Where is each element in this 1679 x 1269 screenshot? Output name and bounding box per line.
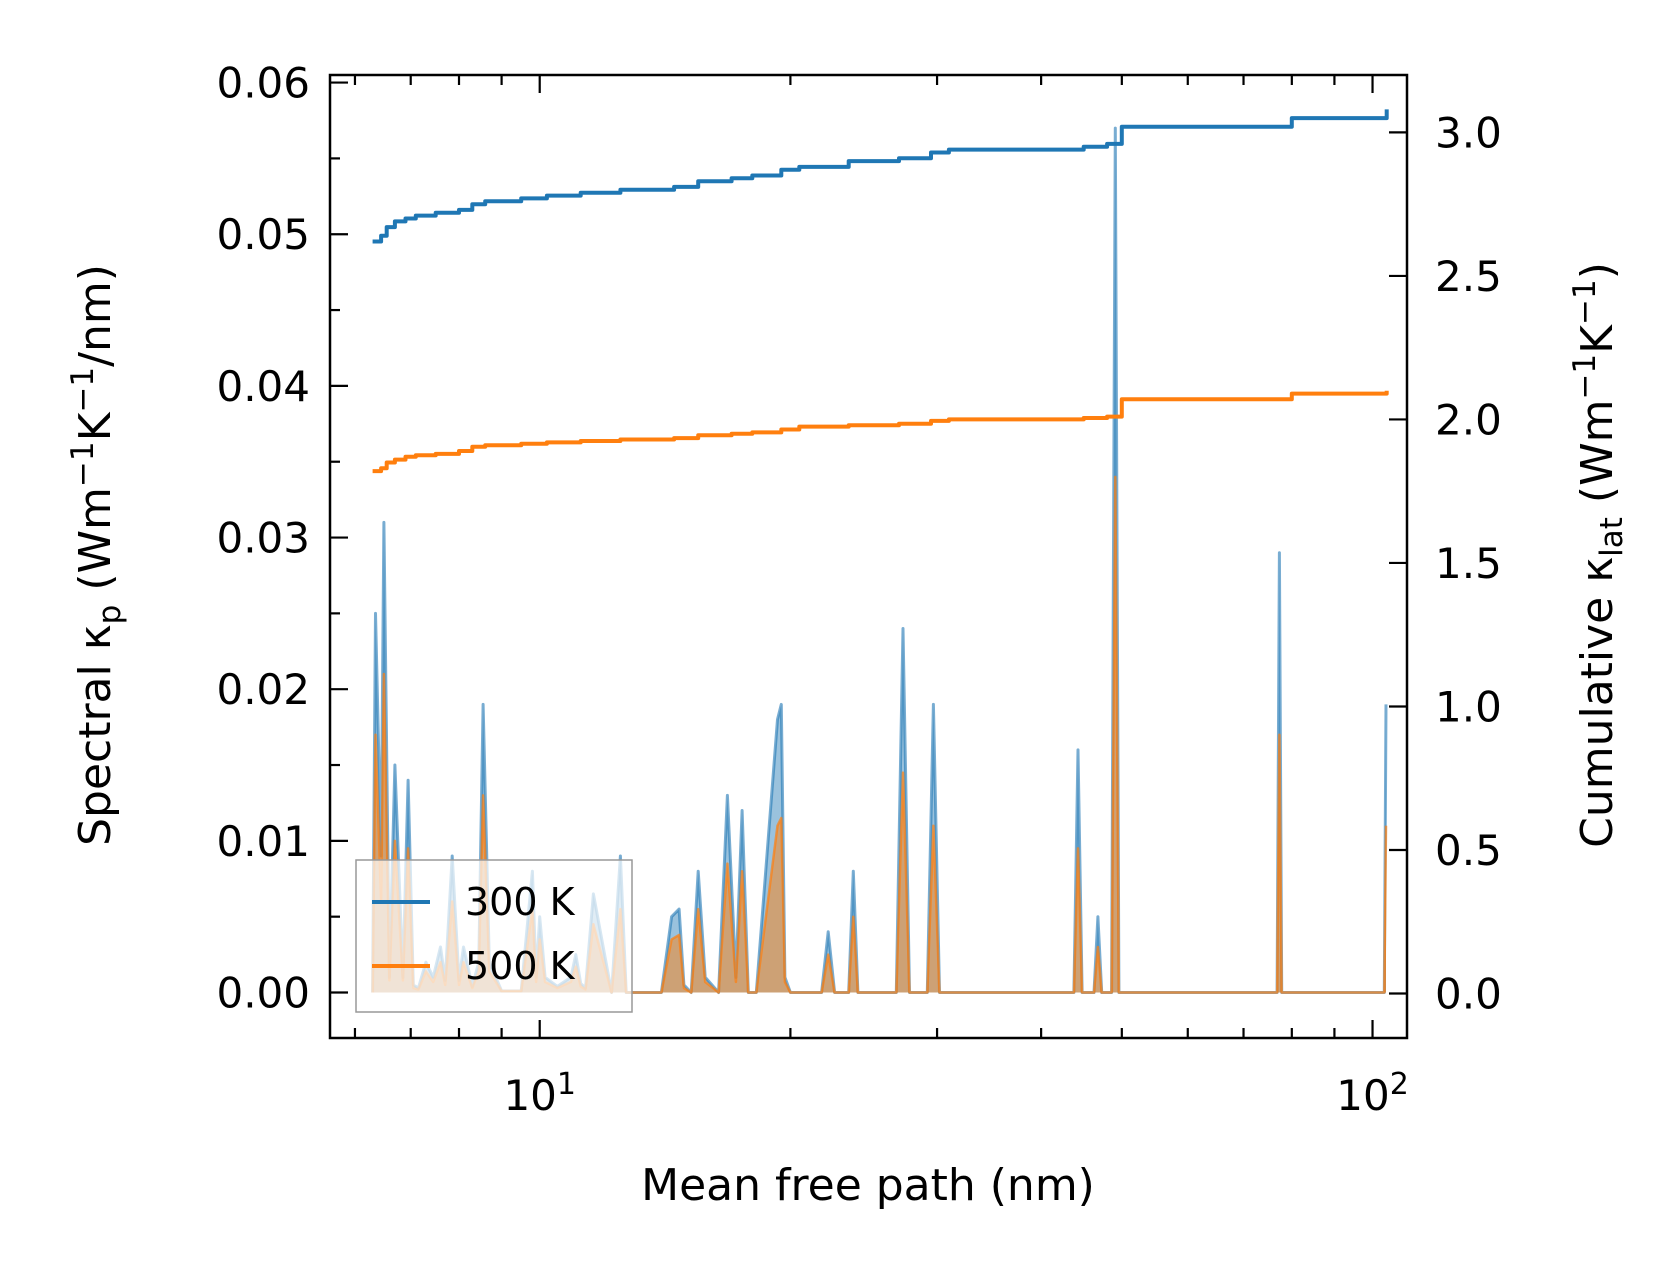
y-right-tick-label: 1.0	[1435, 682, 1502, 731]
y-left-tick-label: 0.03	[216, 514, 310, 563]
y-right-axis-title: Cumulative κlat (Wm−1K−1)	[1567, 262, 1630, 848]
y-left-tick-label: 0.02	[216, 665, 310, 714]
legend-box	[355, 859, 633, 1013]
y-right-tick-label: 2.5	[1435, 252, 1502, 301]
legend: 300 K 500 K	[355, 859, 633, 1013]
legend-label-300k: 300 K	[465, 880, 576, 924]
y-left-tick-label: 0.01	[216, 817, 310, 866]
axis-ticks	[330, 75, 1407, 1038]
x-tick-label-100: 102	[1336, 1067, 1409, 1120]
series-500k-cumulative-line	[372, 390, 1389, 474]
y-right-tick-label: 1.5	[1435, 539, 1502, 588]
y-left-tick-label: 0.06	[216, 59, 310, 108]
plot-frame	[328, 73, 1409, 1040]
legend-label-500k: 500 K	[465, 944, 576, 988]
y-right-tick-label: 2.0	[1435, 395, 1502, 444]
x-axis-title: Mean free path (nm)	[641, 1160, 1095, 1211]
y-right-tick-label: 3.0	[1435, 108, 1502, 157]
y-right-tick-label: 0.5	[1435, 826, 1502, 875]
x-tick-label-10: 101	[503, 1067, 576, 1120]
y-right-tick-label: 0.0	[1435, 970, 1502, 1019]
y-left-tick-label: 0.04	[216, 362, 310, 411]
y-left-axis-title: Spectral κp (Wm−1K−1/nm)	[65, 264, 128, 846]
series-300k-cumulative-line	[372, 109, 1389, 244]
y-left-tick-label: 0.00	[216, 969, 310, 1018]
y-left-tick-label: 0.05	[216, 210, 310, 259]
